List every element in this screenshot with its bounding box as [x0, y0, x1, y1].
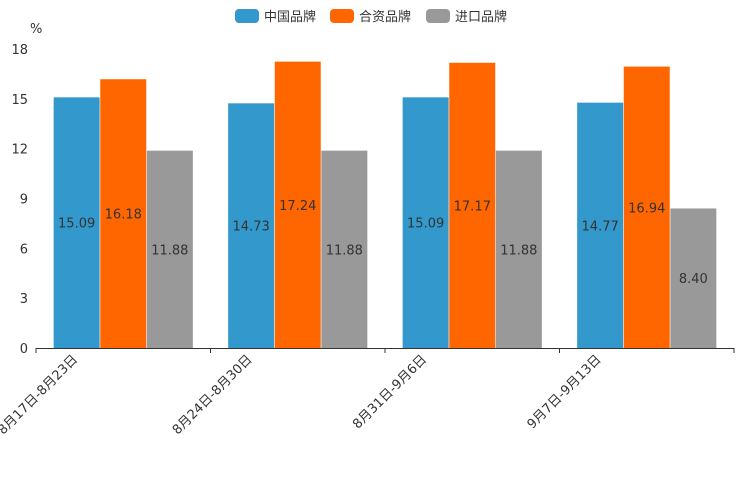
bar[interactable]: [577, 102, 624, 348]
bar[interactable]: [449, 62, 496, 348]
bar[interactable]: [402, 97, 449, 348]
legend-swatch: [235, 9, 259, 23]
legend-swatch: [426, 9, 450, 23]
x-tick-label: 9月7日-9月13日: [525, 352, 605, 432]
legend-label: 中国品牌: [264, 9, 316, 25]
data-label: 16.94: [628, 201, 665, 216]
bar[interactable]: [228, 103, 275, 349]
legend: 中国品牌 合资品牌 进口品牌: [235, 9, 507, 25]
data-label: 17.17: [454, 199, 491, 214]
legend-swatch: [330, 9, 354, 23]
legend-item-2[interactable]: 进口品牌: [426, 9, 507, 25]
x-tick-label: 8月31日-9月6日: [350, 352, 430, 432]
y-tick-label: 9: [20, 193, 28, 208]
y-axis-unit-label: %: [30, 22, 42, 37]
bar[interactable]: [274, 61, 321, 348]
bar[interactable]: [146, 150, 193, 348]
data-label: 8.40: [679, 272, 708, 287]
data-label: 17.24: [279, 199, 316, 214]
legend-label: 进口品牌: [455, 9, 507, 25]
data-label: 14.77: [582, 219, 619, 234]
data-label: 14.73: [233, 220, 270, 235]
x-axis: 8月17日-8月23日 8月24日-8月30日 8月31日-9月6日 9月7日-9月1…: [0, 348, 735, 438]
legend-item-0[interactable]: 中国品牌: [235, 9, 316, 25]
y-tick-label: 18: [11, 43, 28, 58]
legend-label: 合资品牌: [359, 9, 411, 25]
data-label: 11.88: [151, 243, 188, 258]
y-tick-label: 3: [20, 292, 28, 307]
bars-group: 15.09 16.18 11.88 14.73 17.24 11.88 15.09 17.17…: [53, 61, 717, 349]
bar[interactable]: [623, 66, 670, 348]
y-tick-label: 6: [20, 242, 28, 257]
bar[interactable]: [495, 150, 542, 348]
y-tick-label: 15: [11, 93, 28, 108]
y-axis: 0 3 6 9 12 15 18: [11, 43, 28, 357]
data-label: 11.88: [500, 243, 537, 258]
x-tick-label: 8月24日-8月30日: [170, 352, 256, 438]
legend-item-1[interactable]: 合资品牌: [330, 9, 411, 25]
data-label: 11.88: [326, 243, 363, 258]
data-label: 15.09: [407, 217, 444, 232]
x-tick-label: 8月17日-8月23日: [0, 352, 81, 438]
y-tick-label: 0: [20, 342, 28, 357]
bar[interactable]: [100, 79, 147, 348]
bar[interactable]: [321, 150, 368, 348]
data-label: 16.18: [105, 208, 142, 223]
y-tick-label: 12: [11, 143, 28, 158]
bar[interactable]: [670, 208, 717, 348]
data-label: 15.09: [58, 217, 95, 232]
bar[interactable]: [53, 97, 100, 348]
